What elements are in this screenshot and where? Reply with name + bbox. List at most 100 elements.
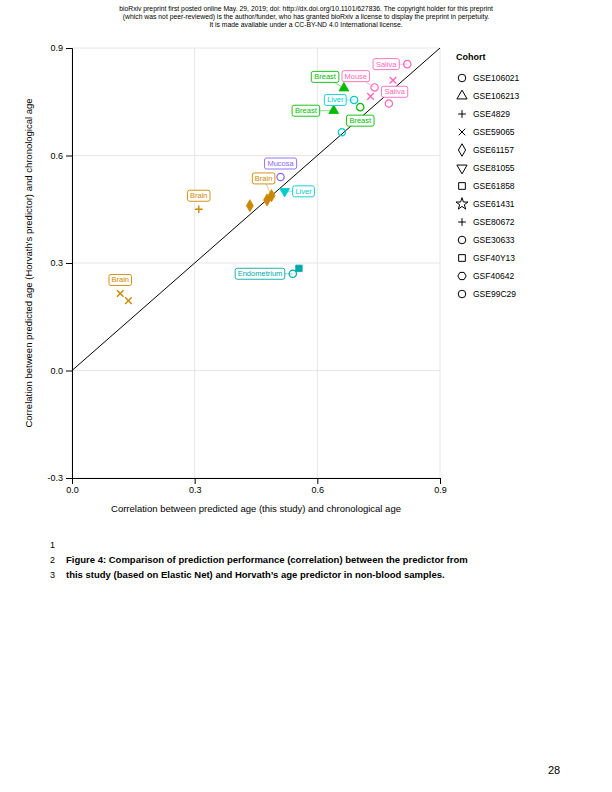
legend-label: GSF40Y13 xyxy=(473,253,515,263)
legend-marker xyxy=(457,90,467,99)
legend-entry: GSF40Y13 xyxy=(459,253,516,263)
point-label: Brain xyxy=(109,274,132,285)
legend-entry: GSE59065 xyxy=(459,127,515,137)
legend-marker xyxy=(458,272,466,279)
legend-label: GSE99C29 xyxy=(473,289,516,299)
point-label-box xyxy=(235,268,285,279)
grid-line-y xyxy=(72,155,440,156)
point-label-box xyxy=(373,59,399,70)
legend-label: GSE59065 xyxy=(473,127,515,137)
legend-entry: GSE106213 xyxy=(457,90,520,101)
series-plus xyxy=(195,205,203,213)
point-label-text: Saliva xyxy=(376,60,397,69)
grid-line-y xyxy=(72,370,440,371)
legend-label: GSE4829 xyxy=(473,109,510,119)
grid xyxy=(72,48,440,478)
point xyxy=(277,173,284,180)
point-label: Breast xyxy=(346,115,374,126)
line-number: 1 xyxy=(50,540,55,550)
caption-line: Figure 4: Comparison of prediction perfo… xyxy=(66,554,468,565)
y-tick-label: 0.9 xyxy=(50,43,63,53)
y-tick-label: 0.3 xyxy=(50,258,63,268)
point-label-text: Brain xyxy=(255,174,273,183)
point-label: Brain xyxy=(252,173,275,184)
legend-entry: GSE80672 xyxy=(458,217,515,227)
point xyxy=(329,105,339,114)
point xyxy=(195,205,203,213)
legend-entry: GSE99C29 xyxy=(458,289,516,299)
point-label-box xyxy=(264,158,296,169)
legend-label: GSE81055 xyxy=(473,163,515,173)
legend-label: GSE30633 xyxy=(473,235,515,245)
reference-line xyxy=(72,48,440,478)
point-label-box xyxy=(346,115,374,126)
legend-label: GSE106213 xyxy=(473,91,520,101)
x-axis-line xyxy=(73,479,441,485)
legend-marker xyxy=(456,198,468,209)
point xyxy=(264,194,271,206)
line-number: 3 xyxy=(50,570,55,580)
point-label-text: Breast xyxy=(314,72,337,81)
background xyxy=(0,0,612,792)
point xyxy=(390,77,397,84)
y-tick: 0.6 xyxy=(50,151,72,161)
point-label-box xyxy=(293,186,315,197)
point xyxy=(339,82,349,91)
x-tick: 0.3 xyxy=(189,478,202,495)
y-tick-mark xyxy=(66,48,72,49)
y-tick: 0.9 xyxy=(50,43,72,53)
x-tick: 0.6 xyxy=(312,478,325,495)
x-tick: 0.9 xyxy=(434,478,447,495)
marks xyxy=(72,48,440,478)
point-label: Breast xyxy=(311,71,339,82)
x-tick: 0.0 xyxy=(66,478,79,495)
x-axis: 0.0 0.3 0.6 0.9 xyxy=(66,478,447,495)
point xyxy=(125,297,132,304)
point-label-box xyxy=(381,86,407,97)
x-tick-label: 0.9 xyxy=(434,485,447,495)
point xyxy=(357,103,364,110)
legend-label: GSE106021 xyxy=(473,73,520,83)
point-label-text: Brain xyxy=(111,275,129,284)
point-label-box xyxy=(252,173,275,184)
caption-line: this study (based on Elastic Net) and Ho… xyxy=(66,569,445,580)
legend-marker xyxy=(458,218,466,226)
point-label-box xyxy=(324,94,346,105)
point-label: Endometrium xyxy=(235,268,285,279)
legend-entry: GSE61858 xyxy=(459,181,515,191)
point-label: Saliva xyxy=(381,86,407,97)
y-tick: 0.0 xyxy=(50,366,72,376)
header-line: (which was not peer-reviewed) is the aut… xyxy=(123,13,489,21)
point xyxy=(296,265,302,271)
y-tick-label: 0.6 xyxy=(50,151,63,161)
line-number: 2 xyxy=(50,555,55,565)
point-label-text: Saliva xyxy=(384,87,405,96)
y-tick-label: 0.0 xyxy=(50,366,63,376)
legend-entry: GSE4829 xyxy=(458,109,510,119)
legend-entry: GSE61431 xyxy=(456,198,515,209)
x-tick-mark xyxy=(317,478,318,484)
y-axis-line xyxy=(66,49,73,479)
legend-marker xyxy=(458,74,466,82)
legend-marker xyxy=(457,165,467,174)
legend-marker xyxy=(458,236,466,244)
legend-marker xyxy=(459,183,466,190)
series-x xyxy=(117,77,396,304)
legend-marker xyxy=(459,255,466,262)
point xyxy=(385,100,392,107)
x-tick-label: 0.6 xyxy=(312,485,325,495)
y-tick: 0.3 xyxy=(50,258,72,268)
legend-entry: GSE81055 xyxy=(457,163,515,174)
series-circle xyxy=(277,60,411,277)
y-tick-mark xyxy=(66,478,72,479)
point xyxy=(246,200,253,212)
y-tick-mark xyxy=(66,263,72,264)
point-label: Brain xyxy=(187,190,210,201)
header-line: It is made available under a CC-BY-ND 4.… xyxy=(209,21,402,28)
x-tick-mark xyxy=(440,478,441,484)
point-label: Liver xyxy=(324,94,346,105)
caption: 1 2 3 Figure 4: Comparison of prediction pe… xyxy=(50,540,468,580)
point xyxy=(117,290,124,297)
x-tick-label: 0.3 xyxy=(189,485,202,495)
legend-label: GSE61431 xyxy=(473,199,515,209)
